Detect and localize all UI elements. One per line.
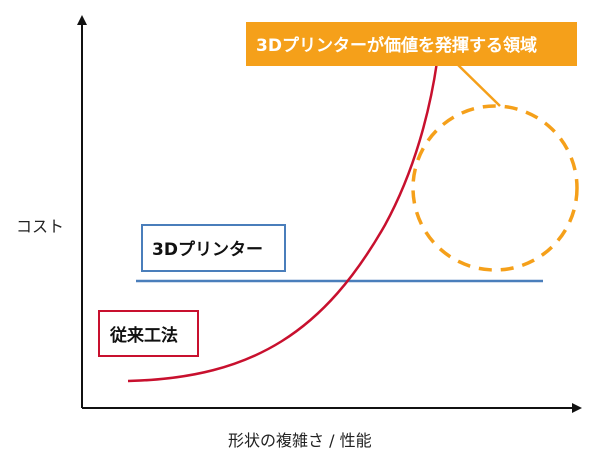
x-axis-label: 形状の複雑さ / 性能 — [228, 431, 372, 450]
conventional-label-box — [98, 310, 199, 357]
value-region-circle — [411, 104, 579, 272]
conventional-label: 従来工法 — [109, 325, 178, 346]
printer-label-box — [141, 224, 286, 272]
y-axis-label: コスト — [16, 217, 64, 236]
printer-label: 3Dプリンター — [152, 239, 263, 260]
callout-label: 3Dプリンターが価値を発揮する領域 — [256, 35, 537, 56]
callout-leader-line — [454, 61, 501, 107]
conventional-cost-curve — [127, 61, 439, 383]
callout-box — [246, 22, 577, 66]
